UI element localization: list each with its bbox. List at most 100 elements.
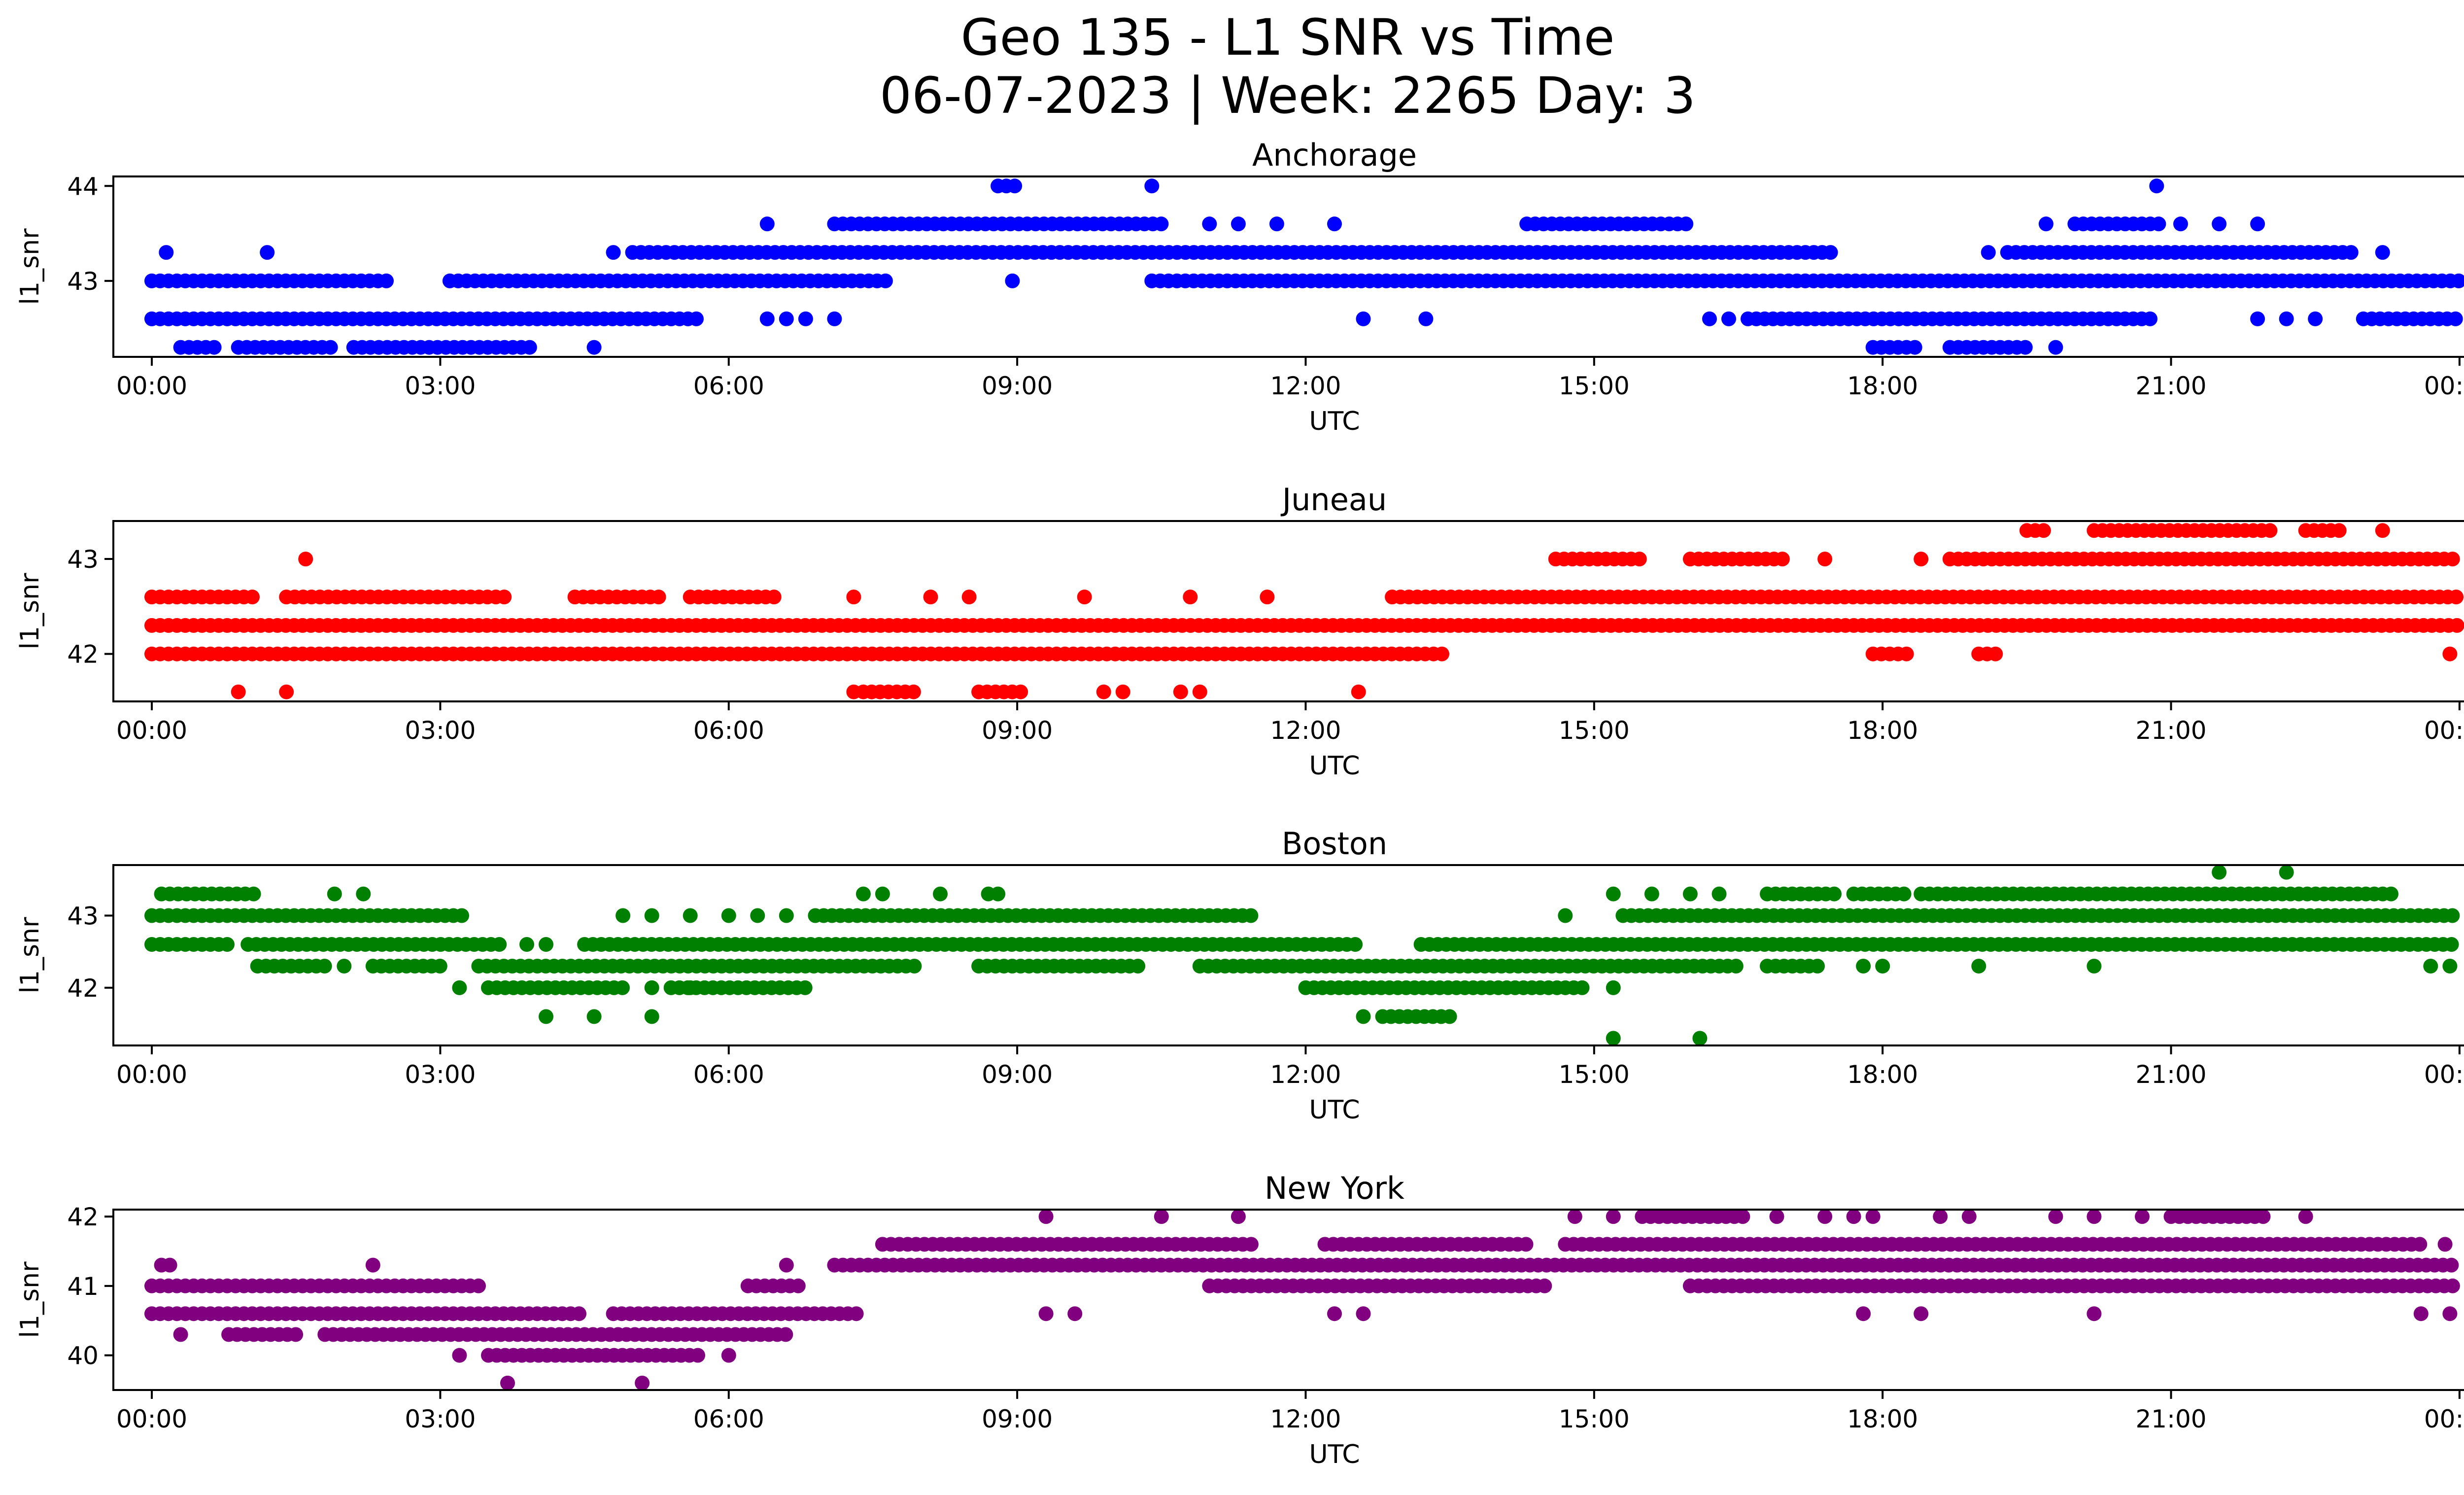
data-point [1810, 959, 1825, 973]
data-point [778, 1327, 793, 1342]
x-tick-label: 03:00 [405, 716, 476, 745]
series-5 [539, 1009, 1457, 1024]
data-point [586, 1009, 602, 1024]
data-point [2437, 1237, 2453, 1252]
series-4 [154, 886, 2398, 902]
data-point [2442, 1306, 2458, 1321]
data-point [452, 980, 467, 995]
data-point [1907, 340, 1922, 355]
data-point [327, 886, 342, 902]
data-point [337, 959, 352, 973]
y-axis-label: l1_snr [15, 573, 45, 650]
data-point [2048, 340, 2063, 355]
data-point [651, 590, 666, 605]
series-0 [144, 618, 2464, 633]
data-point [2298, 1210, 2313, 1224]
data-point [1418, 311, 1434, 326]
figure-title-line-2: 06-07-2023 | Week: 2265 Day: 3 [880, 67, 1696, 125]
data-point [2423, 959, 2438, 973]
series-1 [144, 311, 2463, 326]
data-point [1154, 1210, 1169, 1224]
data-point [875, 886, 890, 902]
y-tick-label: 42 [67, 640, 99, 669]
data-point [683, 908, 698, 923]
data-point [432, 959, 447, 973]
data-point [644, 1009, 659, 1024]
subplot-title: Anchorage [1252, 137, 1417, 173]
data-point [539, 937, 553, 952]
data-point [288, 1327, 304, 1342]
data-point [1914, 552, 1929, 567]
x-tick-label: 21:00 [2135, 716, 2206, 745]
x-tick-label: 06:00 [693, 1060, 764, 1089]
data-point [644, 908, 659, 923]
series-0 [144, 1278, 2460, 1293]
data-point [2279, 311, 2294, 326]
data-point [2449, 618, 2464, 633]
x-tick-label: 00:00 [2424, 1060, 2464, 1089]
data-point [1823, 245, 1838, 260]
data-point [1606, 886, 1621, 902]
data-point [454, 908, 469, 923]
x-tick-label: 03:00 [405, 1405, 476, 1433]
data-point [1231, 216, 1246, 232]
data-point [2445, 908, 2460, 923]
data-point [2212, 216, 2227, 232]
data-point [923, 590, 938, 605]
data-point [1356, 1009, 1371, 1024]
data-point [1728, 959, 1744, 973]
x-tick-label: 12:00 [1270, 1060, 1341, 1089]
data-point [1038, 1306, 1054, 1321]
data-point [1735, 1210, 1750, 1224]
y-tick-label: 43 [67, 545, 99, 574]
y-tick-label: 41 [67, 1272, 99, 1301]
figure-title: Geo 135 - L1 SNR vs Time 06-07-2023 | We… [0, 9, 2464, 125]
data-point [1518, 1237, 1534, 1252]
data-point [2018, 340, 2033, 355]
data-point [1537, 1278, 1552, 1293]
data-point [1154, 216, 1169, 232]
data-point [1856, 1306, 1871, 1321]
x-tick-label: 06:00 [693, 372, 764, 400]
data-point [2173, 216, 2188, 232]
data-point [1606, 1031, 1621, 1045]
y-tick-label: 44 [67, 172, 99, 201]
data-point [2087, 1210, 2102, 1224]
data-point [497, 590, 512, 605]
data-point [2413, 1306, 2429, 1321]
data-point [1144, 178, 1160, 194]
y-tick-label: 43 [67, 267, 99, 296]
data-point [539, 1009, 553, 1024]
data-point [1192, 684, 1207, 699]
data-point [1231, 1210, 1246, 1224]
y-tick-label: 42 [67, 974, 99, 1003]
data-point [2087, 959, 2102, 973]
data-point [1130, 959, 1146, 973]
data-point [2445, 552, 2460, 567]
data-point [2451, 273, 2464, 288]
data-point [317, 959, 332, 973]
subplot-boston: Boston 00:00 03:00 06:00 09:00 12:00 15:00 18:0… [15, 826, 2464, 1125]
x-tick-label: 00:00 [116, 372, 187, 400]
series-5 [231, 684, 1366, 699]
data-point [1096, 684, 1111, 699]
data-point [1961, 1210, 1977, 1224]
data-point [1243, 1237, 1259, 1252]
data-point [1933, 1210, 1948, 1224]
subplot-anchorage: Anchorage 00:00 03:00 06:00 09:00 12:00 15:00 1… [15, 137, 2464, 436]
data-point [572, 1306, 586, 1321]
x-axis-label: UTC [1309, 407, 1360, 436]
data-point [1356, 311, 1371, 326]
data-point [2262, 523, 2278, 538]
data-point [1183, 590, 1198, 605]
data-point [1875, 959, 1890, 973]
x-tick-label: 06:00 [693, 716, 764, 745]
data-point [586, 340, 602, 355]
data-point [1721, 311, 1736, 326]
data-point [1435, 646, 1449, 661]
data-point [759, 216, 775, 232]
data-point [2343, 245, 2359, 260]
x-tick-label: 12:00 [1270, 1405, 1341, 1433]
y-axis-label: l1_snr [15, 228, 45, 305]
